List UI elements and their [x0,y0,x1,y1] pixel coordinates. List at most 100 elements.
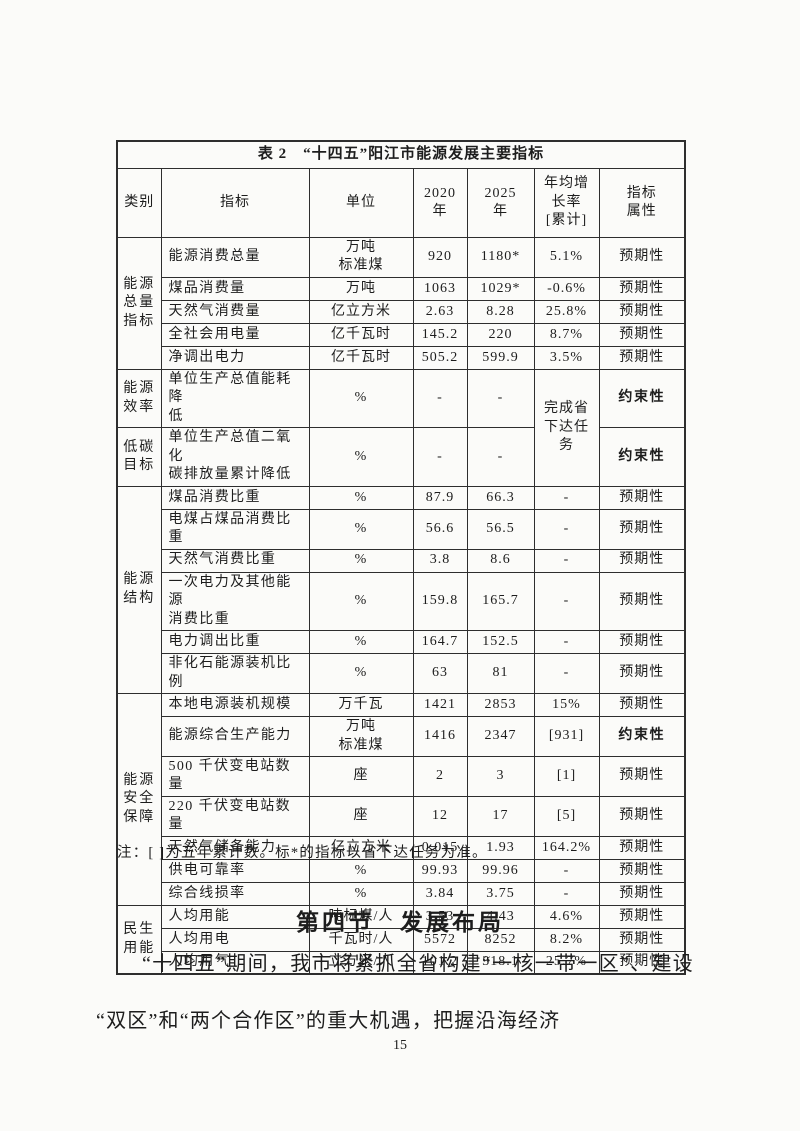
cell-growth: 25.7% [533,950,600,975]
cell-2025: 3 [466,755,535,797]
cell-unit: % [308,858,414,883]
cell-2020: 0.015 [412,835,468,860]
cell-attribute: 预期性 [598,755,686,797]
cell-2020: 87.9 [412,485,468,510]
cell-2025: 1180* [466,237,535,278]
table-row: 能源 结构 煤品消费比重 % 87.9 66.3 - 预期性 [116,485,686,695]
cell-growth: - [533,485,600,510]
table-row: 一次电力及其他能源 消费比重 % 159.8 165.7 - 预期性 [117,571,686,632]
header-growth-rate: 年均增 长率 [累计] [533,168,600,238]
cell-growth: - [533,881,600,906]
cell-unit: 万吨 标准煤 [308,716,414,757]
table-row: 500 千伏变电站数量 座 2 3 [1] 预期性 [117,755,686,797]
energy-indicators-table: 表 2 “十四五”阳江市能源发展主要指标 类别 指标 单位 2020 年 202… [116,140,687,976]
cell-2020: 2.63 [412,299,468,324]
table-row: 综合线损率 % 3.84 3.75 - 预期性 [117,881,686,906]
header-unit: 单位 [308,168,414,238]
cell-unit: 万千瓦 [308,693,414,718]
cell-growth: [1] [533,755,600,797]
cell-attribute: 预期性 [598,795,686,837]
cell-attribute: 预期性 [598,858,686,883]
table-row: 220 千伏变电站数量 座 12 17 [5] 预期性 [117,795,686,837]
cell-2025: 2853 [466,693,535,718]
cell-2025: 152.5 [466,630,535,655]
cell-growth: 3.5% [533,345,600,370]
cell-unit: 万吨 [308,276,414,301]
cell-unit: 立方米/人 [308,950,414,975]
table-row: 天然气消费比重 % 3.8 8.6 - 预期性 [117,548,686,573]
cell-2025: 1.93 [466,835,535,860]
cell-unit: % [308,548,414,573]
table-row: 能源 安全 保障 本地电源装机规模 万千瓦 1421 2853 15% 预期性 [116,693,686,906]
header-attribute: 指标 属性 [598,168,686,238]
cell-attribute: 预期性 [598,630,686,655]
category-energy-total: 能源 总量 指标 [116,237,162,370]
cell-attribute: 预期性 [598,693,686,718]
cell-growth: 完成省 下达任 务 [533,368,600,487]
cell-unit: 千瓦时/人 [308,927,414,952]
cell-growth: - [533,630,600,655]
cell-attribute: 预期性 [598,485,686,510]
category-energy-security: 能源 安全 保障 [116,693,162,906]
cell-attribute: 预期性 [598,571,686,632]
cell-indicator: 非化石能源装机比例 [160,653,310,695]
category-livelihood-energy: 民生 用能 [116,904,162,975]
cell-attribute: 预期性 [598,904,686,929]
cell-unit: 亿立方米 [308,299,414,324]
table-row: 非化石能源装机比例 % 63 81 - 预期性 [117,653,686,695]
cell-unit: % [308,653,414,695]
table-row: 能源 总量 指标 能源消费总量 万吨 标准煤 920 1180* 5.1% 预期… [116,237,686,370]
cell-indicator: 电力调出比重 [160,630,310,655]
cell-indicator: 单位生产总值二氧化 碳排放量累计降低 [160,427,310,487]
cell-2025: 81 [466,653,535,695]
cell-attribute: 约束性 [598,368,686,429]
cell-indicator: 综合线损率 [160,881,310,906]
cell-indicator: 220 千伏变电站数量 [160,795,310,837]
cell-2020: 505.2 [412,345,468,370]
cell-growth: 164.2% [533,835,600,860]
header-indicator: 指标 [160,168,310,238]
cell-unit: 亿千瓦时 [308,345,414,370]
cell-unit: 座 [308,755,414,797]
category-low-carbon-goal: 低碳 目标 [116,427,162,487]
cell-growth: - [533,548,600,573]
cell-2025: 3.75 [466,881,535,906]
cell-attribute: 预期性 [598,237,686,278]
cell-2020: 920 [412,237,468,278]
cell-2025: 8.6 [466,548,535,573]
table-row: 天然气消费量 亿立方米 2.63 8.28 25.8% 预期性 [117,299,686,324]
cell-unit: 座 [308,795,414,837]
cell-2025: 599.9 [466,345,535,370]
cell-2020: 2 [412,755,468,797]
cell-unit: % [308,427,414,487]
cell-2020: 3.53 [412,904,468,929]
cell-attribute: 约束性 [598,427,686,487]
cell-growth: 8.7% [533,322,600,347]
cell-2025: 165.7 [466,571,535,632]
cell-2025: 318.1 [466,950,535,975]
cell-indicator: 净调出电力 [160,345,310,370]
cell-2025: 17 [466,795,535,837]
table-row: 全社会用电量 亿千瓦时 145.2 220 8.7% 预期性 [117,322,686,347]
table-row: 天然气储备能力 亿立方米 0.015 1.93 164.2% 预期性 [117,835,686,860]
table-row: 电力调出比重 % 164.7 152.5 - 预期性 [117,630,686,655]
table-row: 能源 效率 单位生产总值能耗降 低 % - - 完成省 下达任 务 约束性 [116,368,686,487]
cell-indicator: 本地电源装机规模 [160,693,310,718]
body-paragraph: “十四五”期间，我市将紧抓全省构建“一核一带一区”、建设“双区”和“两个合作区”… [96,953,694,1032]
cell-indicator: 煤品消费量 [160,276,310,301]
table-header-row: 类别 指标 单位 2020 年 2025 年 年均增 长率 [累计] 指标 属性 [116,168,686,238]
cell-unit: % [308,630,414,655]
cell-growth: - [533,571,600,632]
cell-indicator: 人均用气 [160,950,310,975]
cell-attribute: 预期性 [598,950,686,975]
table-row: 净调出电力 亿千瓦时 505.2 599.9 3.5% 预期性 [117,345,686,370]
cell-indicator: 天然气消费量 [160,299,310,324]
cell-indicator: 能源综合生产能力 [160,716,310,757]
cell-unit: % [308,571,414,632]
cell-growth: - [533,858,600,883]
cell-unit: 吨标煤/人 [308,904,414,929]
cell-2020: 164.7 [412,630,468,655]
category-energy-efficiency: 能源 效率 [116,368,162,429]
cell-attribute: 预期性 [598,276,686,301]
cell-growth: [5] [533,795,600,837]
